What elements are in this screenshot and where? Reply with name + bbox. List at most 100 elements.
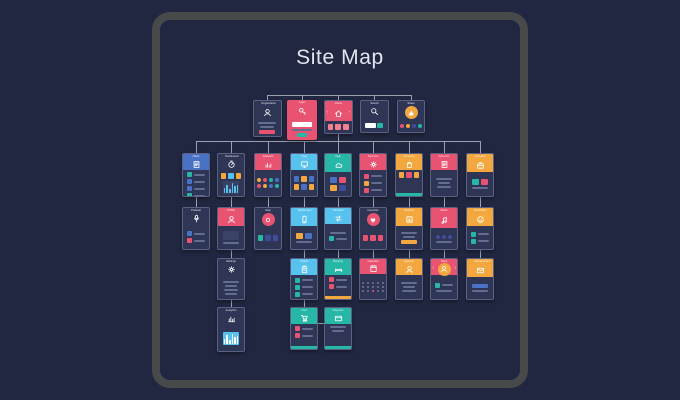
dot <box>448 234 452 239</box>
node-header: Products <box>396 154 422 170</box>
connector-line <box>231 250 232 258</box>
text-lines-graphic <box>434 240 454 243</box>
dot <box>263 184 267 188</box>
chevron-left-icon: ‹ <box>432 265 434 270</box>
list-item-graphic <box>295 284 313 290</box>
list-graphic <box>328 277 348 289</box>
list-graphic <box>294 277 314 297</box>
node-podcast: Podcast <box>182 207 210 250</box>
chevron-right-icon: › <box>454 265 456 270</box>
connector-line <box>444 197 445 207</box>
node-body <box>183 225 209 249</box>
node-team: Team ‹ › <box>430 258 458 300</box>
tile <box>327 124 334 130</box>
connector-line <box>444 250 445 258</box>
chart-bar <box>234 186 236 193</box>
connector-line <box>338 250 339 258</box>
dot <box>263 178 267 182</box>
node-header: Booking <box>325 259 351 275</box>
mic-icon <box>192 214 201 223</box>
calendar-day <box>367 285 369 288</box>
connector-line <box>373 141 374 153</box>
node-favorites: Favorites <box>359 207 387 250</box>
list-item-graphic <box>295 326 313 331</box>
tile <box>363 235 369 241</box>
list-line <box>194 232 205 235</box>
line <box>401 290 417 292</box>
tile <box>294 184 300 190</box>
list-line <box>478 240 489 242</box>
node-tags: Tags <box>324 153 352 197</box>
bed-icon <box>334 265 343 274</box>
connector-line <box>231 141 232 153</box>
list-line <box>194 194 205 196</box>
node-body <box>360 274 386 299</box>
chart-bar <box>226 184 228 193</box>
node-body <box>291 226 317 249</box>
dot <box>406 124 410 128</box>
thumb-icon <box>407 109 415 117</box>
connector-line <box>338 197 339 207</box>
text-lines-graphic <box>470 187 490 189</box>
node-search: Search <box>359 100 389 133</box>
chevron-right-icon: › <box>348 109 351 115</box>
connector-line <box>231 300 232 307</box>
node-label: Music <box>440 209 448 212</box>
connector-line <box>338 134 339 141</box>
tile <box>406 172 412 178</box>
tile-row-graphic <box>363 235 383 241</box>
node-analytics: Analytics <box>217 307 245 352</box>
node-body <box>291 324 317 349</box>
dot <box>442 234 446 239</box>
node-body <box>431 170 457 196</box>
node-body <box>360 227 386 249</box>
tile <box>335 124 341 130</box>
user-icon <box>227 215 236 224</box>
calendar-icon <box>369 264 378 273</box>
node-header: Statistics <box>255 154 281 170</box>
text-lines-graphic <box>221 242 241 244</box>
node-products: Products <box>395 153 423 197</box>
gear-icon <box>369 160 378 169</box>
node-header: Registration <box>254 101 281 119</box>
music-icon <box>440 216 449 225</box>
clipboard-icon <box>300 265 309 274</box>
node-label: Transfers <box>332 209 344 212</box>
line <box>437 182 451 184</box>
button-bar-graphic <box>297 132 307 137</box>
node-body <box>467 226 493 249</box>
node-label: Contacts <box>474 155 486 158</box>
input-field-graphic <box>291 121 313 127</box>
node-mobile-app: Mobile App <box>290 207 318 250</box>
input-button-graphic <box>377 122 384 128</box>
line <box>329 326 347 328</box>
node-header: Orders <box>291 259 317 275</box>
node-header: Transfers <box>325 208 351 224</box>
node-label: Mobile App <box>298 209 312 212</box>
node-label: Profile <box>227 209 235 212</box>
chevron-left-icon: ‹ <box>325 109 328 115</box>
node-services: Services <box>359 153 387 197</box>
line <box>435 289 453 292</box>
node-label: Cart <box>301 309 307 312</box>
chart-bar <box>236 335 239 344</box>
node-body <box>254 119 281 136</box>
node-registration: Registration <box>252 100 282 137</box>
calendar-day <box>377 281 379 284</box>
tile-row-graphic <box>328 177 348 183</box>
tile-row-graphic <box>221 173 241 179</box>
node-label: Share <box>407 102 415 105</box>
tile-row-graphic <box>258 235 278 241</box>
tile <box>305 232 312 239</box>
tile-row-graphic <box>470 179 490 185</box>
tile <box>258 235 264 241</box>
chart-bar <box>228 339 231 344</box>
node-label: Payment <box>332 309 344 312</box>
node-body <box>255 227 281 249</box>
dot-row-graphic <box>400 124 422 128</box>
node-label: Vlog <box>301 155 307 158</box>
node-header: Feedback <box>467 208 493 226</box>
line <box>400 282 418 284</box>
text-lines-graphic <box>434 178 454 188</box>
list-graphic <box>294 326 314 338</box>
